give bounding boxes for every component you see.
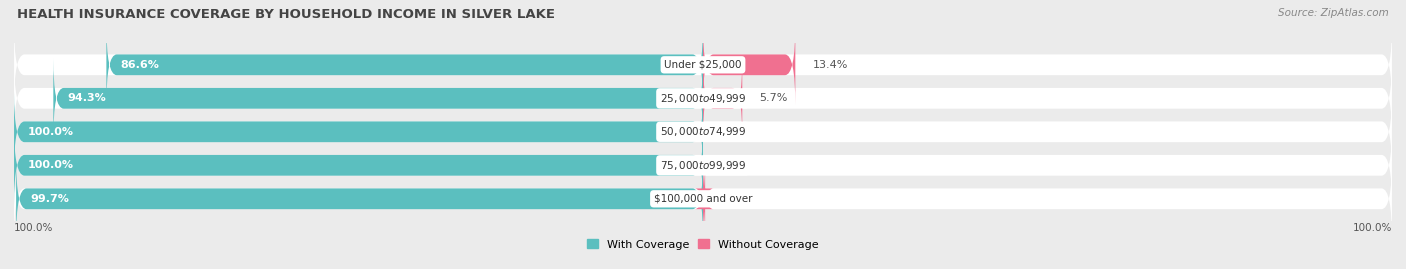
FancyBboxPatch shape <box>14 92 703 172</box>
Text: HEALTH INSURANCE COVERAGE BY HOUSEHOLD INCOME IN SILVER LAKE: HEALTH INSURANCE COVERAGE BY HOUSEHOLD I… <box>17 8 555 21</box>
FancyBboxPatch shape <box>695 159 713 239</box>
FancyBboxPatch shape <box>107 25 703 105</box>
FancyBboxPatch shape <box>703 58 742 138</box>
FancyBboxPatch shape <box>53 58 703 138</box>
Text: 0.0%: 0.0% <box>720 127 748 137</box>
FancyBboxPatch shape <box>703 25 796 105</box>
Text: Under $25,000: Under $25,000 <box>664 60 742 70</box>
Text: 0.0%: 0.0% <box>720 160 748 170</box>
Text: Source: ZipAtlas.com: Source: ZipAtlas.com <box>1278 8 1389 18</box>
FancyBboxPatch shape <box>14 58 1392 138</box>
Text: $100,000 and over: $100,000 and over <box>654 194 752 204</box>
Legend: With Coverage, Without Coverage: With Coverage, Without Coverage <box>582 235 824 254</box>
Text: $50,000 to $74,999: $50,000 to $74,999 <box>659 125 747 138</box>
Text: 86.6%: 86.6% <box>120 60 159 70</box>
Text: 100.0%: 100.0% <box>28 127 75 137</box>
Text: 100.0%: 100.0% <box>14 223 53 233</box>
Text: 13.4%: 13.4% <box>813 60 848 70</box>
FancyBboxPatch shape <box>14 125 703 205</box>
FancyBboxPatch shape <box>14 159 1392 239</box>
Text: 99.7%: 99.7% <box>30 194 69 204</box>
Text: $75,000 to $99,999: $75,000 to $99,999 <box>659 159 747 172</box>
Text: 94.3%: 94.3% <box>67 93 105 103</box>
FancyBboxPatch shape <box>14 92 1392 172</box>
FancyBboxPatch shape <box>14 125 1392 205</box>
FancyBboxPatch shape <box>14 25 1392 105</box>
Text: 100.0%: 100.0% <box>1353 223 1392 233</box>
FancyBboxPatch shape <box>15 159 703 239</box>
Text: 5.7%: 5.7% <box>759 93 787 103</box>
Text: $25,000 to $49,999: $25,000 to $49,999 <box>659 92 747 105</box>
Text: 0.31%: 0.31% <box>720 194 755 204</box>
Text: 100.0%: 100.0% <box>28 160 75 170</box>
